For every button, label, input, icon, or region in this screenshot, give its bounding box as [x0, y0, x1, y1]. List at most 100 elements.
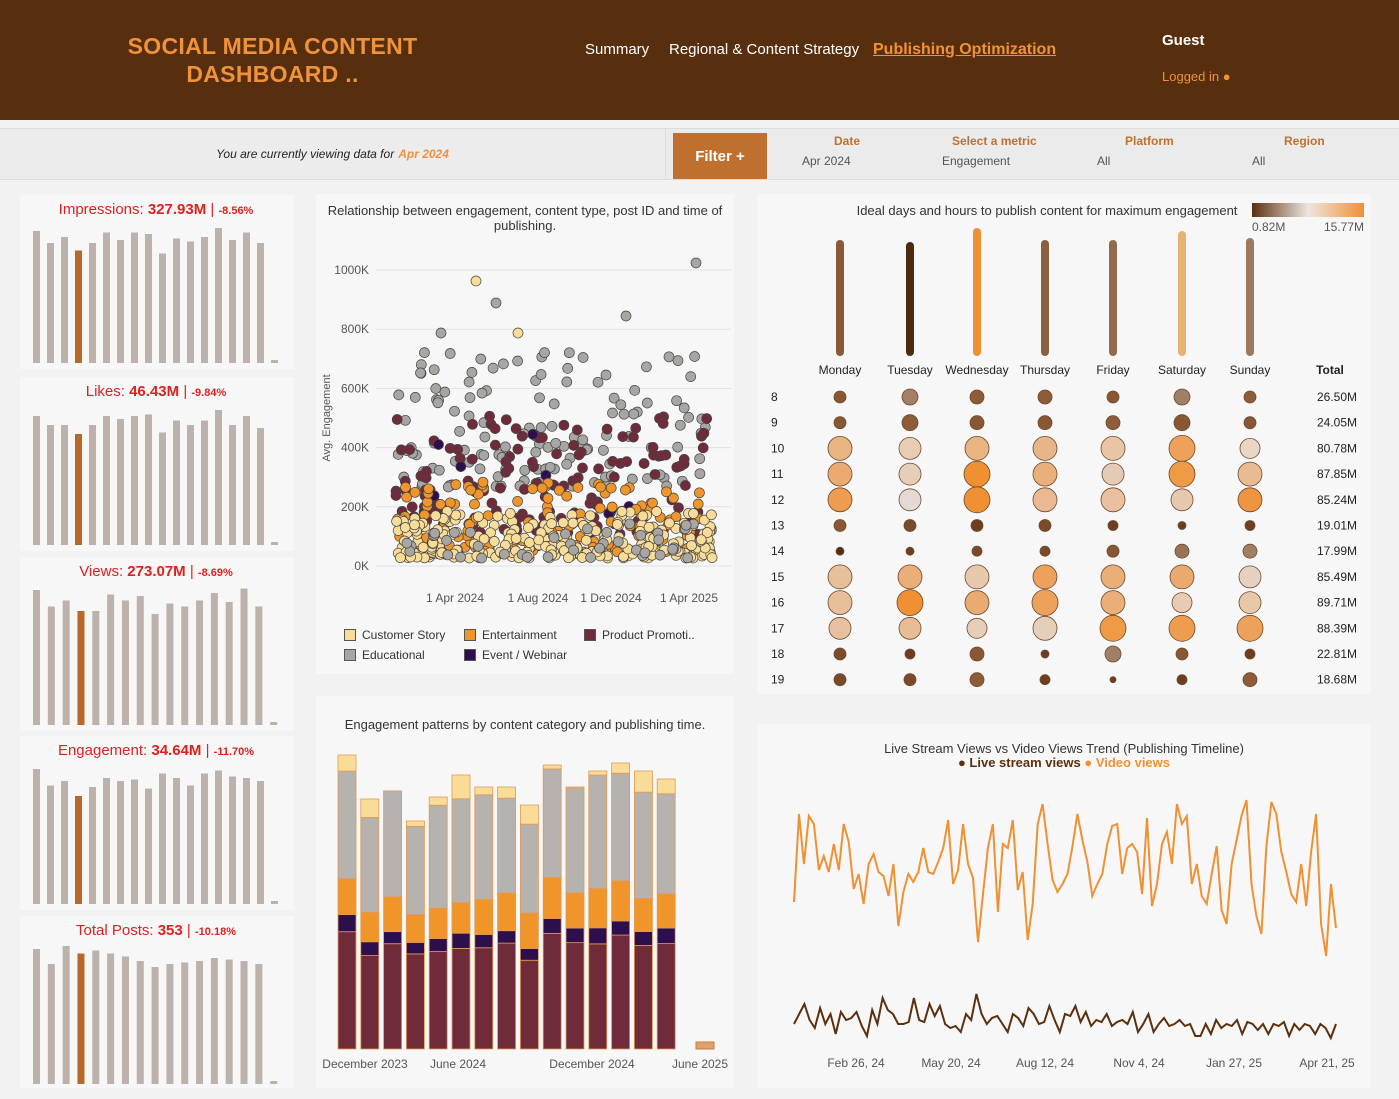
line-chart[interactable]: Feb 26, 24 May 20, 24 Aug 12, 24 Nov 4, 24 J… — [757, 724, 1371, 1088]
kpi-panel[interactable]: Engagement: 34.64M | -11.70% — [20, 736, 294, 910]
user-name[interactable]: Guest — [1162, 32, 1205, 49]
kpi-bar — [117, 781, 124, 904]
scatter-point — [421, 466, 432, 477]
stacked-segment — [406, 820, 425, 827]
legend-entertainment[interactable]: Entertainment — [464, 628, 557, 642]
kpi-title: Views: 273.07M | -8.69% — [20, 563, 292, 580]
heatmap-bubble — [828, 616, 852, 640]
day-label: Thursday — [1020, 363, 1070, 377]
scatter-chart[interactable]: 1000K 800K 600K 400K 200K 0K Avg. Engagement 1 … — [316, 232, 734, 652]
scatter-point — [516, 430, 528, 442]
heatmap-bubble — [1032, 615, 1058, 641]
scatter-point — [399, 522, 411, 533]
scatter-point — [441, 535, 452, 546]
heatmap-bubble — [1101, 462, 1125, 486]
x-tick-label: December 2023 — [322, 1057, 408, 1071]
scatter-point — [542, 551, 554, 563]
heatmap-bubble — [833, 519, 847, 532]
stacked-segment — [451, 948, 471, 1050]
kpi-bar — [47, 425, 54, 545]
nav-publishing-optimization[interactable]: Publishing Optimization — [873, 41, 1057, 58]
kpi-bar — [75, 434, 82, 545]
kpi-panel[interactable]: Total Posts: 353 | -10.18% — [20, 916, 294, 1088]
scatter-point — [417, 541, 429, 553]
kpi-bar — [187, 241, 194, 363]
heatmap-bubble — [1244, 648, 1256, 660]
kpi-separator: | — [210, 201, 215, 218]
stacked-segment — [542, 918, 562, 934]
heatmap-bubble — [1168, 460, 1196, 488]
hour-label: 14 — [771, 544, 785, 558]
legend-video-views[interactable]: ● Video views — [1084, 755, 1171, 770]
kpi-bar — [92, 611, 100, 725]
legend-educational[interactable]: Educational — [344, 648, 425, 662]
legend-swatch-educational — [344, 649, 356, 661]
scatter-point — [429, 527, 441, 539]
stacked-segment — [542, 768, 562, 878]
kpi-panel[interactable]: Impressions: 327.93M | -8.56% — [20, 195, 294, 369]
scatter-point — [450, 479, 462, 490]
total-header: Total — [1316, 363, 1344, 377]
scatter-point — [573, 449, 585, 461]
scatter-point — [535, 369, 547, 380]
scatter-point — [661, 486, 672, 498]
scatter-point — [439, 386, 451, 398]
filter-button[interactable]: Filter + — [673, 133, 767, 179]
scatter-point — [423, 483, 434, 495]
scatter-point — [624, 518, 636, 530]
kpi-panel[interactable]: Views: 273.07M | -8.69% — [20, 557, 294, 731]
stacked-segment — [542, 764, 562, 770]
stacked-segment — [360, 955, 380, 1050]
kpi-bar — [240, 588, 248, 725]
scatter-point — [558, 419, 570, 431]
heatmap-chart[interactable]: 0.82M 15.77M Monday Tuesday Wednesday Thursda… — [757, 194, 1371, 694]
heatmap-bubble — [1173, 388, 1191, 406]
scatter-point — [510, 423, 522, 434]
stacked-segment — [474, 947, 494, 1050]
app-title-line-1: SOCIAL MEDIA CONTENT — [127, 33, 418, 59]
stacked-bar-chart[interactable]: December 2023 June 2024 December 2024 June … — [316, 696, 734, 1088]
scatter-point — [490, 297, 502, 309]
scatter-point — [492, 510, 504, 522]
stacked-segment — [656, 893, 676, 929]
kpi-bar — [136, 961, 144, 1084]
kpi-bar — [257, 243, 264, 363]
scatter-point — [605, 482, 617, 494]
legend-product-promotion[interactable]: Product Promoti.. — [584, 628, 695, 642]
kpi-bar — [196, 600, 204, 725]
kpi-panel[interactable]: Likes: 46.43M | -9.84% — [20, 377, 294, 551]
legend-swatch-entertainment — [464, 629, 476, 641]
platform-filter-value[interactable]: All — [1097, 154, 1111, 168]
nav-regional-content-strategy[interactable]: Regional & Content Strategy — [669, 41, 860, 58]
legend-live-stream[interactable]: ● Live stream views — [957, 755, 1081, 770]
heatmap-panel: Ideal days and hours to publish content … — [757, 194, 1371, 694]
scatter-point — [512, 495, 523, 507]
kpi-title: Engagement: 34.64M | -11.70% — [20, 742, 292, 759]
scatter-point — [419, 347, 430, 358]
scatter-point — [594, 542, 605, 554]
legend-event-webinar[interactable]: Event / Webinar — [464, 648, 567, 662]
kpi-bar — [201, 237, 208, 363]
nav-summary[interactable]: Summary — [585, 41, 650, 58]
stacked-segment — [337, 770, 357, 880]
legend-customer-story[interactable]: Customer Story — [344, 628, 445, 642]
scatter-point — [479, 431, 491, 443]
stacked-segment — [588, 943, 608, 1050]
heatmap-bubble — [827, 590, 853, 616]
region-filter-value[interactable]: All — [1252, 154, 1266, 168]
scatter-point — [406, 501, 418, 513]
scatter-point — [409, 486, 421, 498]
heatmap-bubble — [833, 390, 847, 404]
scatter-point — [477, 476, 489, 488]
metric-filter-value[interactable]: Engagement — [942, 154, 1011, 168]
stacked-segment — [337, 931, 357, 1050]
heatmap-bubble — [898, 436, 922, 460]
heatmap-bubble — [964, 590, 990, 616]
kpi-bar — [201, 420, 208, 545]
scatter-point — [643, 521, 655, 533]
scatter-point — [641, 397, 653, 409]
date-filter-value[interactable]: Apr 2024 — [802, 154, 851, 168]
scatter-point — [512, 355, 523, 367]
heatmap-bubble — [904, 648, 916, 660]
kpi-bar — [151, 967, 159, 1084]
